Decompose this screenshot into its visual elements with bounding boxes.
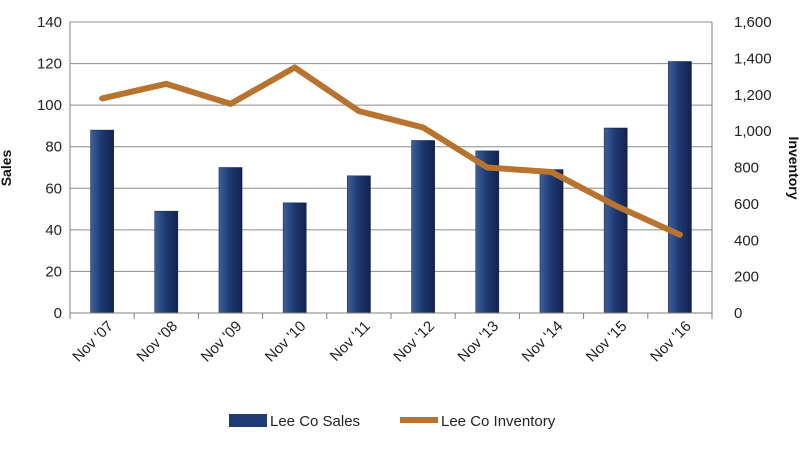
axes (69, 22, 713, 319)
legend-label-inventory: Lee Co Inventory (441, 413, 556, 430)
legend-item-inventory: Lee Co Inventory (400, 413, 556, 430)
sales-bars (90, 61, 692, 314)
inventory-point (487, 167, 488, 168)
y-tick-label: 140 (37, 14, 62, 31)
inventory-point (679, 234, 680, 235)
y2-axis-title: Inventory (786, 136, 800, 199)
x-tick-label: Nov '07 (69, 318, 117, 366)
x-tick-label: Nov '13 (454, 318, 502, 366)
x-tick-label: Nov '15 (583, 318, 631, 366)
y-tick-label: 120 (37, 56, 62, 73)
x-tick-label: Nov '11 (327, 318, 374, 365)
inventory-point (615, 205, 616, 206)
sales-bar (539, 169, 564, 314)
y-tick-label: 0 (54, 305, 62, 322)
x-tick-label: Nov '12 (390, 318, 438, 366)
inventory-point (294, 67, 295, 68)
sales-bar (411, 140, 435, 314)
y-tick-label: 20 (45, 263, 62, 280)
x-tick-label: Nov '09 (198, 318, 246, 366)
sales-bar (282, 202, 307, 314)
y-tick-label: 60 (45, 180, 62, 197)
x-tick-label: Nov '16 (647, 318, 695, 366)
legend-swatch-sales (229, 414, 267, 427)
inventory-point (551, 172, 552, 173)
legend: Lee Co Sales Lee Co Inventory (229, 413, 556, 430)
inventory-point (230, 103, 231, 104)
legend-label-sales: Lee Co Sales (270, 413, 360, 430)
sales-bar (90, 129, 114, 314)
category-axis-ticks: Nov '07 Nov '08 Nov '09 Nov '10 Nov '11 Nov '… (69, 318, 694, 366)
y2-tick-label: 600 (734, 196, 759, 213)
sales-bar (218, 167, 243, 314)
x-tick-label: Nov '08 (133, 318, 181, 366)
y-axis-title: Sales (0, 149, 14, 186)
inventory-line-layer (99, 64, 683, 238)
y2-tick-label: 0 (734, 305, 742, 322)
y-tick-label: 100 (37, 97, 62, 114)
y2-tick-label: 1,400 (734, 50, 772, 67)
x-tick-label: Nov '14 (519, 318, 567, 366)
y2-tick-label: 1,200 (734, 87, 772, 104)
right-axis-ticks: 0 200 400 600 800 1,000 1,200 1,400 1,600 (734, 14, 772, 322)
left-axis-ticks: 0 20 40 60 80 100 120 140 (37, 14, 62, 322)
y2-tick-label: 800 (734, 160, 759, 177)
legend-item-sales: Lee Co Sales (229, 413, 360, 430)
sales-bar (475, 150, 500, 314)
inventory-line (99, 64, 683, 238)
inventory-point (102, 98, 103, 99)
x-tick-label: Nov '10 (262, 318, 310, 366)
y-tick-label: 40 (45, 222, 62, 239)
sales-bar (347, 175, 371, 314)
inventory-point (166, 83, 167, 84)
sales-bar (154, 210, 179, 314)
sales-bar (603, 127, 628, 314)
inventory-point (423, 127, 424, 128)
y2-tick-label: 1,600 (734, 14, 772, 31)
y-tick-label: 80 (45, 139, 62, 156)
sales-bar (668, 61, 692, 314)
inventory-point (358, 111, 359, 112)
y2-tick-label: 1,000 (734, 123, 772, 140)
y2-tick-label: 200 (734, 269, 759, 286)
y2-tick-label: 400 (734, 232, 759, 249)
